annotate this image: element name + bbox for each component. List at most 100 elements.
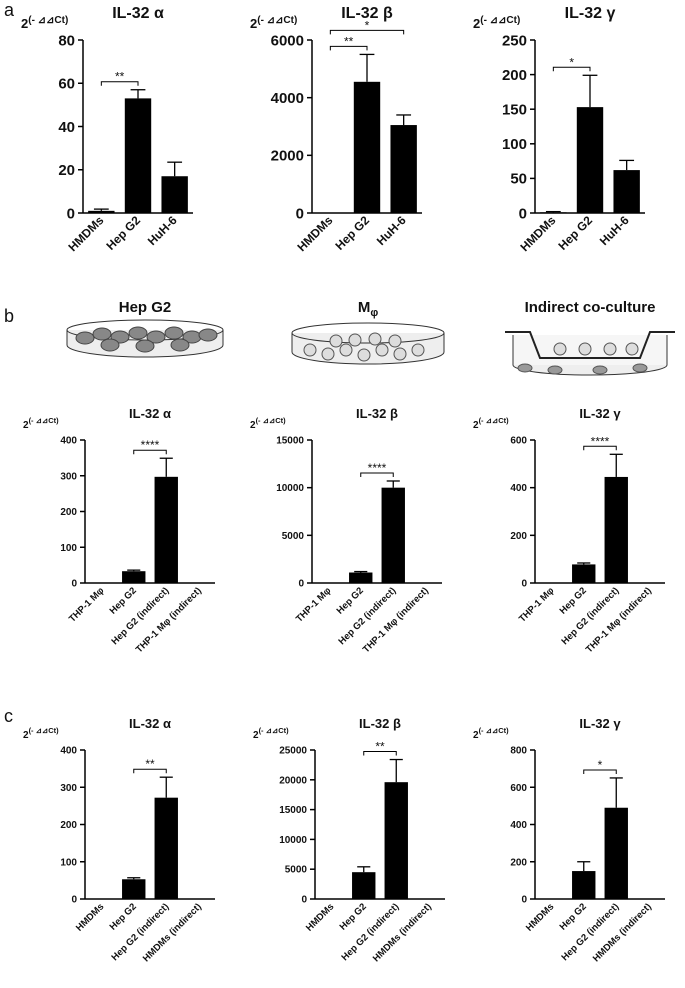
significance-label: **	[375, 740, 385, 754]
y-label-exponent: (- ⊿⊿Ct)	[29, 726, 60, 735]
significance-label: *	[598, 758, 603, 772]
y-tick-label: 0	[521, 895, 527, 906]
x-tick-label: THP-1 Mφ	[517, 585, 557, 625]
bar	[540, 212, 567, 213]
x-tick-label: THP-1 Mφ	[67, 585, 107, 625]
chart-title: IL-32 α	[129, 406, 171, 421]
x-tick-label: THP-1 Mφ (indirect)	[584, 585, 654, 655]
significance-bracket	[100, 81, 139, 86]
y-tick-label: 60	[58, 76, 75, 93]
x-tick-label: Hep G2 (indirect)	[109, 901, 171, 963]
chart: IL-32 α 2(- ⊿⊿Ct) 0 100 200 300 400 HMDMs Hep G2…	[23, 716, 215, 964]
y-label-base: 2	[253, 730, 259, 741]
x-tick-label: HMDMs	[524, 901, 556, 933]
y-label-base: 2	[250, 16, 257, 31]
y-tick-label: 100	[60, 543, 77, 554]
y-tick-label: 5000	[282, 531, 305, 542]
x-tick-label: Hep G2	[338, 901, 369, 932]
x-tick-label: Hep G2	[556, 213, 596, 253]
illustration-text: Hep G2	[119, 299, 172, 316]
y-tick-label: 200	[60, 507, 77, 518]
y-tick-label: 400	[60, 436, 77, 447]
chart: IL-32 α 2(- ⊿⊿Ct) 0 100 200 300 400 THP-1 Mφ Hep…	[23, 406, 215, 655]
y-tick-label: 0	[519, 205, 527, 222]
y-label-base: 2	[473, 420, 479, 431]
y-tick-label: 200	[510, 531, 527, 542]
y-tick-label: 400	[510, 483, 527, 494]
x-tick-label: Hep G2	[108, 901, 139, 932]
y-tick-label: 5000	[285, 865, 308, 876]
y-tick-label: 200	[60, 820, 77, 831]
y-label-base: 2	[473, 730, 479, 741]
x-tick-label: Hep G2	[104, 213, 144, 253]
y-tick-label: 100	[60, 857, 77, 868]
dish-hepg2	[66, 319, 224, 358]
dish-indirect	[505, 331, 675, 376]
bar	[154, 476, 178, 583]
y-label-exponent: (- ⊿⊿Ct)	[28, 15, 68, 26]
x-tick-label: THP-1 Mφ (indirect)	[361, 585, 431, 655]
chart-title: IL-32 β	[356, 406, 398, 421]
chart: IL-32 β 2(- ⊿⊿Ct) 0 5000 10000 15000 THP-1 Mφ H…	[250, 406, 442, 655]
bar	[384, 782, 408, 899]
y-axis-label: 2(- ⊿⊿Ct)	[253, 726, 289, 741]
significance-bracket	[133, 449, 167, 455]
y-label-exponent: (- ⊿⊿Ct)	[29, 416, 60, 425]
y-tick-label: 0	[71, 895, 77, 906]
bar	[390, 125, 417, 213]
y-axis-label: 2(- ⊿⊿Ct)	[473, 15, 520, 31]
y-label-base: 2	[250, 420, 256, 431]
y-tick-label: 15000	[276, 436, 304, 447]
significance-bracket	[329, 29, 405, 35]
y-tick-label: 4000	[271, 90, 304, 107]
y-axis-label: 2(- ⊿⊿Ct)	[250, 416, 286, 431]
significance-bracket	[133, 768, 167, 774]
x-tick-label: Hep G2	[558, 901, 589, 932]
y-label-exponent: (- ⊿⊿Ct)	[479, 416, 510, 425]
chart-title: IL-32 α	[112, 5, 164, 22]
chart-title: IL-32 γ	[579, 406, 621, 421]
x-tick-label: Hep G2 (indirect)	[559, 585, 621, 647]
chart-title: IL-32 γ	[565, 5, 616, 22]
chart-title: IL-32 α	[129, 716, 171, 731]
x-tick-label: HuH-6	[374, 213, 409, 248]
x-tick-label: HuH-6	[145, 213, 180, 248]
y-label-exponent: (- ⊿⊿Ct)	[259, 726, 290, 735]
y-tick-label: 0	[298, 579, 304, 590]
y-axis-label: 2(- ⊿⊿Ct)	[473, 416, 509, 431]
y-tick-label: 80	[58, 32, 75, 49]
x-tick-label: Hep G2 (indirect)	[559, 901, 621, 963]
illustration-title: Mφ	[358, 299, 379, 319]
x-tick-label: HuH-6	[597, 213, 632, 248]
x-tick-label: Hep G2 (indirect)	[339, 901, 401, 963]
y-label-exponent: (- ⊿⊿Ct)	[480, 15, 520, 26]
significance-bracket	[583, 769, 617, 774]
chart-title: IL-32 γ	[579, 716, 621, 731]
bar	[572, 871, 596, 899]
illustration-title: Indirect co-culture	[525, 299, 656, 316]
y-tick-label: 20	[58, 162, 75, 179]
x-tick-label: HMDMs	[74, 901, 106, 933]
significance-bracket	[329, 45, 368, 51]
significance-label: ****	[141, 438, 160, 452]
bar	[122, 879, 146, 899]
dish-macrophage	[291, 322, 445, 365]
y-tick-label: 15000	[279, 805, 307, 816]
y-tick-label: 800	[510, 746, 527, 757]
x-tick-label: Hep G2	[333, 213, 373, 253]
significance-bracket	[363, 751, 397, 756]
chart: IL-32 γ 2(- ⊿⊿Ct) 0 200 400 600 THP-1 Mφ Hep G2…	[473, 406, 665, 655]
y-label-exponent: (- ⊿⊿Ct)	[257, 15, 297, 26]
x-tick-label: THP-1 Mφ (indirect)	[134, 585, 204, 655]
bar	[161, 176, 188, 213]
illustration-subscript: φ	[370, 307, 378, 319]
x-tick-label: Hep G2	[108, 585, 139, 616]
y-tick-label: 0	[521, 579, 527, 590]
significance-label: ****	[591, 434, 610, 448]
bar	[124, 98, 152, 213]
y-tick-label: 600	[510, 436, 527, 447]
x-tick-label: Hep G2 (indirect)	[109, 585, 171, 647]
y-tick-label: 40	[58, 119, 75, 136]
